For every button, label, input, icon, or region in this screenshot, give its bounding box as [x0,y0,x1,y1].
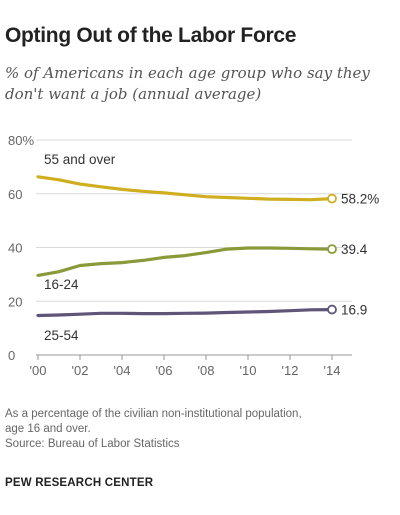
y-tick-label: 20 [8,294,22,309]
series-name-label: 25-54 [44,328,79,343]
x-tick-label: '00 [30,363,47,378]
note-line-2: age 16 and over. [5,423,91,435]
x-tick-label: '14 [324,363,341,378]
y-tick-label: 40 [8,241,22,256]
series-name-label: 16-24 [44,277,79,292]
series-line [36,246,334,277]
brand-footer: PEW RESEARCH CENTER [5,477,154,489]
series-layer [36,175,337,318]
series-end-label: 16.9 [341,303,367,318]
chart-subtitle: % of Americans in each age group who say… [5,64,370,103]
series-end-marker [327,193,337,204]
axis-layer: 0 20 40 60 80% '00 '02 '04 '06 '08 '10 '12 '14 [8,133,352,378]
x-tick-label: '12 [282,363,299,378]
label-layer: 58.2% 39.4 16.9 55 and over 16-24 25-54 [44,152,379,343]
series-end-marker [327,304,337,315]
x-tick-label: '08 [198,363,215,378]
note-line-1: As a percentage of the civilian non-inst… [5,408,302,420]
y-tick-label: 60 [8,187,22,202]
x-tick-label: '02 [72,363,89,378]
series-end-marker [327,244,337,255]
y-tick-label: 0 [8,348,15,363]
series-end-label: 39.4 [341,242,368,257]
series-name-label: 55 and over [44,152,116,167]
x-tick-label: '06 [156,363,173,378]
series-end-label: 58.2% [341,192,379,207]
x-tick-label: '10 [240,363,257,378]
y-tick-label: 80% [8,133,34,148]
series-line [36,175,334,202]
x-tick-label: '04 [114,363,131,378]
line-chart: 0 20 40 60 80% '00 '02 '04 '06 '08 '10 '12 '14 58.2%… [0,125,400,390]
chart-title: Opting Out of the Labor Force [5,24,297,47]
source-note: Source: Bureau of Labor Statistics [5,438,180,450]
chart-notes: As a percentage of the civilian non-inst… [5,407,395,452]
chart-svg: 0 20 40 60 80% '00 '02 '04 '06 '08 '10 '12 '14 58.2%… [8,133,379,378]
series-line [36,308,334,318]
